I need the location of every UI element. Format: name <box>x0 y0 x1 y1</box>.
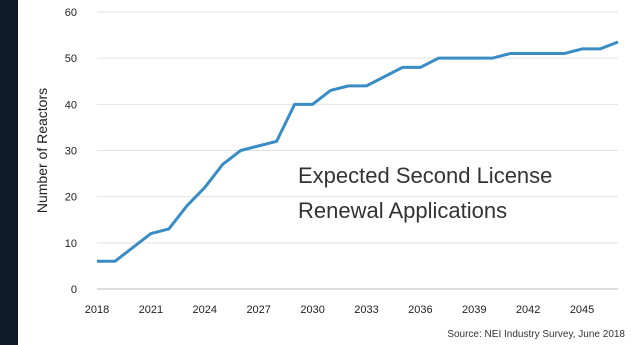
y-tick-label: 0 <box>71 284 77 296</box>
y-tick-label: 50 <box>65 53 77 65</box>
x-tick-label: 2039 <box>462 304 486 316</box>
y-tick-label: 60 <box>65 7 77 19</box>
annotation-line-2: Renewal Applications <box>298 198 507 223</box>
y-tick-label: 20 <box>65 192 77 204</box>
x-axis-ticks: 2018 2021 2024 2027 2030 2033 2036 2039 2042 2045 <box>85 304 595 316</box>
chart-panel <box>18 0 635 345</box>
grid-lines <box>97 11 618 290</box>
x-tick-label: 2021 <box>139 304 163 316</box>
y-tick-label: 10 <box>65 238 77 250</box>
series-line-0 <box>97 40 619 263</box>
y-axis-label: Number of Reactors <box>34 88 50 213</box>
x-tick-label: 2042 <box>516 304 540 316</box>
x-tick-label: 2027 <box>246 304 270 316</box>
x-tick-label: 2018 <box>85 304 109 316</box>
y-tick-label: 40 <box>65 99 77 111</box>
series-lines <box>97 40 619 263</box>
x-tick-label: 2030 <box>300 304 324 316</box>
y-axis-ticks: 0 10 20 30 40 50 60 <box>65 7 77 296</box>
y-tick-label: 30 <box>65 146 77 158</box>
x-tick-label: 2024 <box>193 304 217 316</box>
source-note: Source: NEI Industry Survey, June 2018 <box>447 329 625 340</box>
x-tick-label: 2033 <box>354 304 378 316</box>
x-tick-label: 2036 <box>408 304 432 316</box>
x-tick-label: 2045 <box>570 304 594 316</box>
annotation-line-1: Expected Second License <box>298 163 552 188</box>
